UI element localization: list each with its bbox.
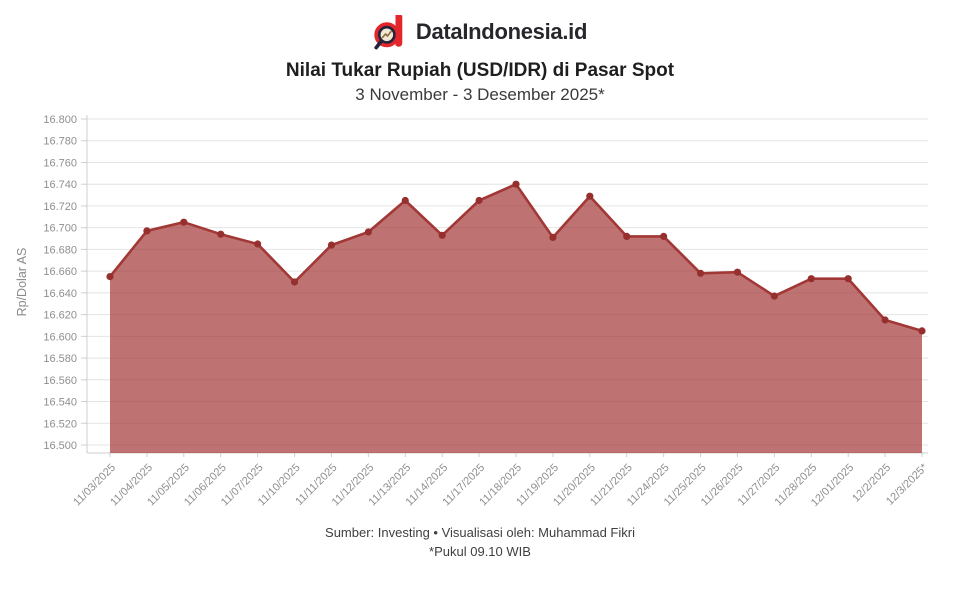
data-point <box>180 218 188 226</box>
logo-d-bowl <box>374 22 400 48</box>
data-point <box>549 233 557 241</box>
chart-subtitle: 3 November - 3 Desember 2025* <box>355 85 605 104</box>
data-point <box>364 228 372 236</box>
data-point <box>106 273 114 281</box>
y-axis-tick-label: 16.740 <box>43 179 77 191</box>
data-point <box>770 292 778 300</box>
y-axis-tick-label: 16.540 <box>43 397 77 409</box>
y-axis-tick-label: 16.700 <box>43 223 77 235</box>
y-axis-tick-label: 16.580 <box>43 353 77 365</box>
data-point <box>254 240 262 248</box>
area-fill <box>110 184 922 453</box>
footer-source: Sumber: Investing • Visualisasi oleh: Mu… <box>325 525 635 540</box>
data-point <box>512 180 520 188</box>
y-axis-tick-label: 16.780 <box>43 136 77 148</box>
magnifier-lens-chart-doodle <box>381 30 392 39</box>
y-axis-tick-label: 16.520 <box>43 418 77 430</box>
y-axis-tick-label: 16.640 <box>43 288 77 300</box>
usd-idr-area-chart: 16.500 16.520 16.540 16.560 16.580 16.600 16.6… <box>15 114 931 509</box>
footer-note: *Pukul 09.10 WIB <box>429 543 531 559</box>
data-point <box>143 227 151 235</box>
data-point <box>217 230 225 238</box>
data-point <box>586 192 594 200</box>
y-axis-tick-label: 16.560 <box>43 375 77 387</box>
data-point <box>918 327 926 335</box>
y-axis-tick-label: 16.800 <box>43 114 77 126</box>
brand-text: DataIndonesia.id <box>415 19 588 44</box>
y-axis-title: Rp/Dolar AS <box>15 248 29 317</box>
data-point <box>623 232 631 240</box>
data-point <box>290 278 299 286</box>
data-point <box>401 196 409 205</box>
y-axis-tick-label: 16.680 <box>43 244 77 256</box>
data-point <box>327 241 336 249</box>
data-point <box>881 316 889 324</box>
chart-area: 16.500 16.520 16.540 16.560 16.580 16.600 16.6… <box>0 109 960 522</box>
y-axis-tick-label: 16.660 <box>43 266 77 278</box>
data-point <box>660 232 668 240</box>
y-axis-tick-label: 16.500 <box>43 440 77 452</box>
y-axis-tick-label: 16.720 <box>43 201 77 213</box>
chart-footer: Sumber: Investing • Visualisasi oleh: Mu… <box>0 524 960 562</box>
y-axis-tick-label: 16.620 <box>43 310 77 322</box>
y-axis-tick-label: 16.600 <box>43 331 77 343</box>
chart-title: Nilai Tukar Rupiah (USD/IDR) di Pasar Sp… <box>285 60 675 81</box>
data-point <box>844 275 852 283</box>
magnifier-handle-icon <box>374 38 384 50</box>
data-point <box>475 196 483 205</box>
data-point <box>807 275 815 283</box>
data-point <box>733 268 742 276</box>
data-point <box>696 269 705 277</box>
dataindonesia-logo <box>374 15 403 50</box>
y-axis-tick-label: 16.760 <box>43 157 77 169</box>
brand-header: DataIndonesia.id <box>0 0 960 51</box>
data-point <box>438 231 446 239</box>
